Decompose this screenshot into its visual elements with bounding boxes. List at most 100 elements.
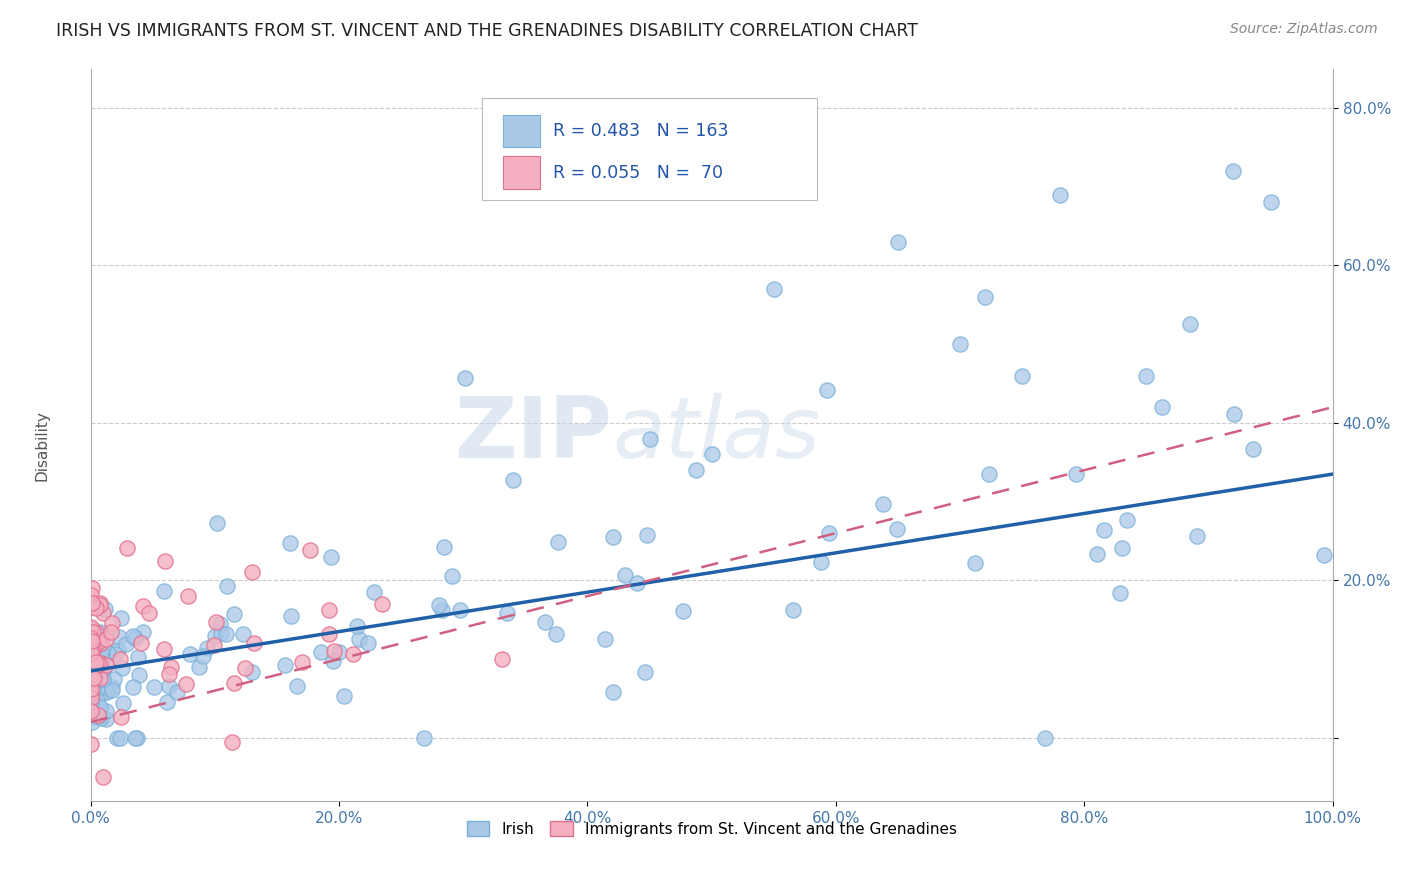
Point	[1111, 541, 1133, 555]
Point	[87, 689, 110, 703]
Point	[685, 463, 707, 477]
Point	[782, 603, 804, 617]
Point	[1260, 195, 1282, 210]
Point	[89, 657, 111, 671]
Point	[80, 632, 103, 647]
Point	[278, 535, 301, 549]
Point	[83, 671, 105, 685]
Point	[430, 603, 453, 617]
Point	[122, 629, 145, 643]
Point	[93, 606, 115, 620]
Point	[204, 615, 226, 629]
Point	[1223, 407, 1246, 421]
Point	[977, 467, 1000, 481]
Point	[94, 704, 117, 718]
Point	[82, 639, 104, 653]
Point	[91, 672, 114, 686]
Point	[138, 606, 160, 620]
Point	[1135, 368, 1157, 383]
Point	[79, 665, 101, 679]
Point	[321, 550, 343, 565]
Point	[82, 660, 104, 674]
Point	[96, 632, 118, 646]
Point	[84, 625, 107, 640]
Point	[90, 664, 112, 678]
Point	[111, 661, 134, 675]
Point	[83, 649, 105, 664]
Point	[235, 661, 257, 675]
Bar	[503, 115, 540, 147]
Point	[224, 607, 246, 622]
Point	[1064, 467, 1087, 481]
Point	[96, 658, 118, 673]
Point	[80, 714, 103, 729]
Point	[209, 616, 232, 631]
Point	[90, 656, 112, 670]
Point	[593, 632, 616, 647]
Point	[79, 627, 101, 641]
Point	[886, 522, 908, 536]
Point	[188, 660, 211, 674]
Point	[762, 282, 785, 296]
Point	[108, 652, 131, 666]
Point	[100, 625, 122, 640]
Point	[80, 646, 103, 660]
Point	[79, 635, 101, 649]
Point	[815, 383, 838, 397]
Point	[80, 685, 103, 699]
Point	[90, 628, 112, 642]
Point	[80, 709, 103, 723]
Point	[177, 589, 200, 603]
Point	[80, 634, 103, 648]
Point	[80, 737, 103, 751]
Point	[101, 615, 124, 630]
Point	[79, 622, 101, 636]
Point	[87, 635, 110, 649]
Point	[84, 600, 107, 615]
Point	[79, 667, 101, 681]
Point	[491, 652, 513, 666]
Point	[79, 632, 101, 646]
Point	[363, 585, 385, 599]
Point	[107, 642, 129, 657]
Point	[240, 665, 263, 679]
Point	[495, 606, 517, 620]
Point	[89, 598, 111, 612]
Point	[80, 682, 103, 697]
Point	[82, 600, 104, 615]
Point	[128, 668, 150, 682]
Point	[93, 640, 115, 655]
Point	[298, 542, 321, 557]
Point	[217, 579, 239, 593]
Point	[107, 731, 129, 745]
Point	[91, 665, 114, 679]
Point	[614, 567, 637, 582]
Point	[80, 592, 103, 607]
Point	[80, 695, 103, 709]
Point	[89, 625, 111, 640]
Point	[322, 644, 344, 658]
Point	[1116, 513, 1139, 527]
Point	[80, 675, 103, 690]
Point	[602, 530, 624, 544]
Point	[86, 649, 108, 664]
Point	[111, 697, 134, 711]
Point	[209, 625, 232, 640]
Point	[179, 647, 201, 661]
Point	[1152, 400, 1174, 414]
Point	[83, 647, 105, 661]
Point	[101, 680, 124, 694]
Point	[153, 554, 176, 568]
Point	[80, 582, 103, 596]
Point	[82, 643, 104, 657]
Point	[427, 598, 450, 612]
Point	[285, 679, 308, 693]
Point	[533, 615, 555, 629]
Point	[89, 597, 111, 611]
Point	[79, 676, 101, 690]
Point	[1092, 523, 1115, 537]
Point	[80, 690, 103, 705]
Point	[700, 447, 723, 461]
Point	[110, 710, 132, 724]
Point	[79, 622, 101, 636]
